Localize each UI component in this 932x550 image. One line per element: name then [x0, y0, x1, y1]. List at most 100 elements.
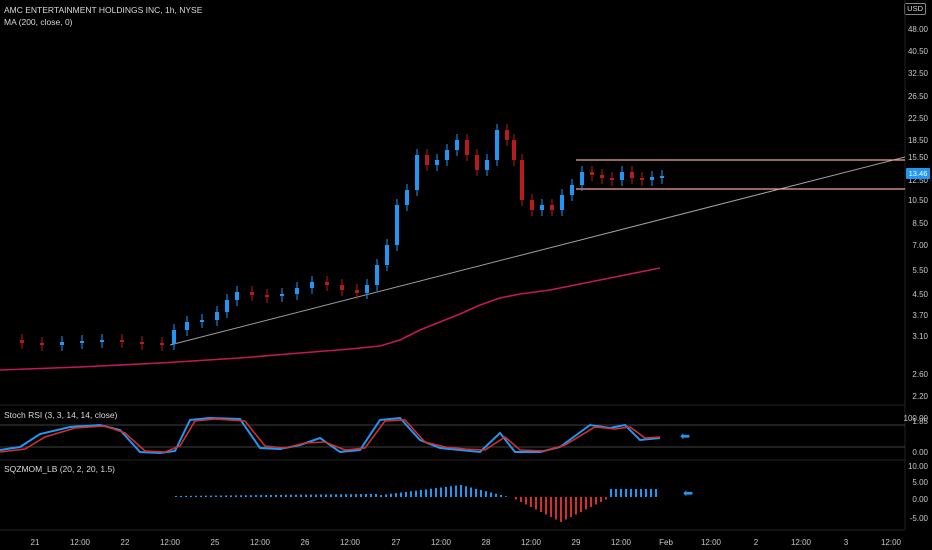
candle-body: [550, 205, 554, 210]
candle-body: [215, 312, 219, 320]
histogram-bar: [370, 494, 372, 497]
histogram-bar: [350, 494, 352, 497]
candle-body: [620, 172, 624, 180]
histogram-bar: [315, 495, 317, 497]
time-tick: 21: [31, 538, 40, 547]
candle-body: [265, 295, 269, 297]
candle-body: [435, 160, 439, 165]
price-tick: 48.00: [898, 25, 928, 34]
histogram-bar: [500, 495, 502, 497]
histogram-bar: [195, 496, 197, 497]
histogram-bar: [325, 494, 327, 497]
candle-body: [172, 330, 176, 344]
histogram-bar: [355, 494, 357, 497]
price-chart[interactable]: [0, 0, 932, 550]
histogram-bar: [270, 495, 272, 497]
time-tick: 12:00: [250, 538, 270, 547]
histogram-bar: [455, 486, 457, 497]
price-tick: 18.50: [898, 136, 928, 145]
price-tick: 2.20: [898, 392, 928, 401]
histogram-bar: [555, 497, 557, 520]
histogram-bar: [515, 497, 517, 500]
histogram-bar: [360, 494, 362, 497]
sqzmom-histogram: [175, 485, 657, 522]
histogram-bar: [330, 494, 332, 497]
time-tick: 12:00: [160, 538, 180, 547]
time-tick: 12:00: [881, 538, 901, 547]
histogram-bar: [605, 497, 607, 500]
time-tick: 12:00: [70, 538, 90, 547]
candle-body: [495, 130, 499, 160]
histogram-bar: [540, 497, 542, 512]
candle-body: [100, 340, 104, 342]
histogram-bar: [295, 495, 297, 497]
time-tick: 12:00: [431, 538, 451, 547]
sqz-tick-10: 10.00: [898, 462, 928, 471]
candle-body: [455, 140, 459, 150]
price-tick: 15.50: [898, 153, 928, 162]
price-tick: 4.50: [898, 290, 928, 299]
histogram-bar: [575, 497, 577, 515]
histogram-bar: [415, 491, 417, 497]
histogram-bar: [240, 495, 242, 497]
histogram-bar: [440, 488, 442, 498]
candle-body: [20, 340, 24, 343]
stoch-k-line: [0, 418, 660, 453]
histogram-bar: [175, 496, 177, 497]
histogram-bar: [180, 496, 182, 497]
candle-body: [465, 140, 469, 155]
histogram-bar: [550, 497, 552, 517]
histogram-bar: [645, 489, 647, 497]
candle-body: [475, 155, 479, 170]
histogram-bar: [255, 495, 257, 497]
candle-body: [485, 160, 489, 170]
candle-body: [160, 343, 164, 345]
histogram-bar: [585, 497, 587, 510]
sqz-tick-5: 5.00: [898, 478, 928, 487]
histogram-bar: [640, 489, 642, 497]
histogram-bar: [420, 490, 422, 497]
time-tick: 12:00: [611, 538, 631, 547]
histogram-bar: [480, 490, 482, 497]
candle-body: [405, 190, 409, 205]
histogram-bar: [400, 493, 402, 498]
candle-body: [512, 140, 516, 160]
stoch-rsi-legend[interactable]: Stoch RSI (3, 3, 14, 14, close): [4, 410, 117, 420]
histogram-bar: [215, 496, 217, 497]
histogram-bar: [390, 494, 392, 497]
time-tick: 28: [482, 538, 491, 547]
histogram-bar: [505, 496, 507, 497]
histogram-bar: [525, 497, 527, 505]
histogram-bar: [615, 489, 617, 497]
histogram-bar: [345, 494, 347, 497]
price-tick: 7.00: [898, 241, 928, 250]
time-tick: Feb: [659, 538, 673, 547]
histogram-bar: [595, 497, 597, 505]
candle-body: [295, 288, 299, 294]
last-price-tag: 13.46: [906, 168, 930, 179]
histogram-bar: [490, 493, 492, 498]
histogram-bar: [275, 495, 277, 497]
candle-body: [385, 245, 389, 265]
candle-body: [225, 300, 229, 312]
candle-body: [540, 205, 544, 210]
price-tick: 8.50: [898, 219, 928, 228]
candles: [20, 124, 664, 351]
time-tick: 25: [211, 538, 220, 547]
histogram-bar: [580, 497, 582, 512]
price-tick: 2.60: [898, 370, 928, 379]
price-tick: 10.50: [898, 196, 928, 205]
candle-body: [200, 320, 204, 322]
candle-body: [520, 160, 524, 200]
time-tick: 29: [572, 538, 581, 547]
candle-body: [590, 172, 594, 175]
sqzmom-legend[interactable]: SQZMOM_LB (20, 2, 20, 1.5): [4, 464, 115, 474]
candle-body: [185, 322, 189, 330]
stoch-tick-0: 0.00: [898, 448, 928, 457]
histogram-bar: [470, 488, 472, 498]
histogram-bar: [200, 496, 202, 497]
candle-body: [560, 195, 564, 210]
price-tick: 22.50: [898, 114, 928, 123]
histogram-bar: [620, 489, 622, 497]
histogram-bar: [405, 492, 407, 497]
